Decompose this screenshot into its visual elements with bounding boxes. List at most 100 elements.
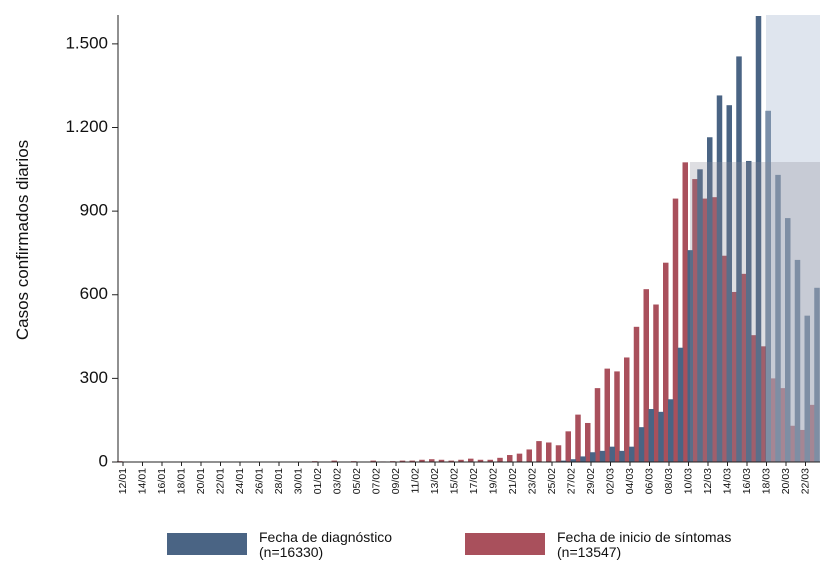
x-tick-label: 20/03 bbox=[780, 468, 792, 494]
x-tick-label: 04/03 bbox=[624, 468, 636, 494]
bar bbox=[653, 304, 659, 462]
x-tick-label: 30/01 bbox=[292, 468, 304, 494]
bar bbox=[668, 399, 674, 462]
shade-recent-diagnosis bbox=[766, 15, 820, 462]
bar bbox=[409, 460, 415, 462]
bar bbox=[487, 459, 493, 462]
bar bbox=[711, 197, 718, 462]
bar bbox=[677, 347, 684, 462]
bar bbox=[780, 388, 786, 462]
x-tick-label: 21/02 bbox=[507, 468, 519, 494]
y-tick-label: 1.500 bbox=[65, 33, 108, 52]
legend-swatch bbox=[167, 533, 247, 555]
x-tick-label: 28/01 bbox=[273, 468, 285, 494]
bar bbox=[687, 250, 693, 462]
x-tick-label: 29/02 bbox=[585, 468, 597, 494]
bar bbox=[370, 460, 376, 462]
legend-note: (n=16330) bbox=[259, 544, 323, 560]
x-tick-label: 18/03 bbox=[760, 468, 772, 494]
bar bbox=[692, 179, 698, 462]
y-tick-label: 300 bbox=[80, 368, 108, 387]
x-tick-label: 11/02 bbox=[409, 468, 421, 494]
bar bbox=[682, 162, 688, 462]
bar bbox=[609, 446, 615, 462]
bar bbox=[770, 378, 776, 462]
y-tick-label: 600 bbox=[80, 284, 108, 303]
bar bbox=[458, 459, 464, 462]
bar bbox=[399, 460, 406, 462]
bar bbox=[429, 459, 435, 462]
bar bbox=[726, 105, 732, 462]
bar bbox=[590, 452, 596, 462]
bar bbox=[516, 453, 523, 462]
bar bbox=[565, 431, 571, 462]
bar bbox=[624, 357, 630, 462]
x-tick-label: 13/02 bbox=[429, 468, 441, 494]
x-tick-label: 24/01 bbox=[234, 468, 246, 494]
shade-recent-onset bbox=[690, 162, 820, 462]
bar bbox=[697, 169, 703, 462]
x-tick-label: 08/03 bbox=[663, 468, 675, 494]
bar bbox=[789, 425, 796, 462]
x-tick-label: 10/03 bbox=[682, 468, 694, 494]
legend-note: (n=13547) bbox=[557, 544, 621, 560]
bar bbox=[794, 259, 801, 462]
bar bbox=[580, 456, 586, 462]
x-tick-label: 07/02 bbox=[370, 468, 382, 494]
bar bbox=[555, 445, 562, 462]
bar bbox=[702, 198, 708, 463]
y-tick-label: 900 bbox=[80, 201, 108, 220]
bar bbox=[755, 16, 762, 462]
bar bbox=[750, 335, 757, 462]
x-tick-label: 02/03 bbox=[604, 468, 616, 494]
bar bbox=[619, 450, 625, 462]
bar bbox=[526, 449, 532, 462]
bar bbox=[804, 315, 810, 462]
bar bbox=[536, 441, 542, 462]
bar bbox=[707, 137, 713, 462]
x-tick-label: 25/02 bbox=[546, 468, 558, 494]
x-tick-label: 14/01 bbox=[136, 468, 148, 494]
bar bbox=[633, 326, 640, 462]
bar bbox=[585, 422, 591, 462]
x-tick-label: 18/01 bbox=[175, 468, 187, 494]
x-tick-label: 17/02 bbox=[468, 468, 480, 494]
bar bbox=[736, 56, 742, 462]
y-tick-label: 0 bbox=[99, 451, 108, 470]
plot-area bbox=[117, 16, 820, 463]
bar bbox=[331, 460, 337, 462]
bar bbox=[638, 427, 645, 462]
y-tick-label: 1.200 bbox=[65, 117, 108, 136]
bar bbox=[648, 409, 654, 462]
bar bbox=[507, 455, 513, 462]
bar bbox=[594, 388, 601, 462]
bar bbox=[643, 289, 649, 462]
bar bbox=[477, 459, 484, 462]
bar bbox=[760, 346, 766, 462]
bar bbox=[809, 404, 815, 462]
bar bbox=[614, 371, 620, 462]
bar bbox=[814, 287, 820, 462]
x-tick-label: 16/03 bbox=[741, 468, 753, 494]
x-tick-label: 12/03 bbox=[702, 468, 714, 494]
bar bbox=[721, 255, 727, 462]
bar bbox=[560, 460, 567, 462]
bar bbox=[546, 442, 552, 462]
bar bbox=[497, 457, 503, 462]
bar bbox=[731, 291, 737, 462]
bar bbox=[672, 198, 679, 463]
bar bbox=[438, 459, 445, 462]
bar bbox=[599, 450, 606, 462]
x-tick-label: 12/01 bbox=[117, 468, 129, 494]
bar bbox=[799, 429, 805, 462]
x-tick-label: 05/02 bbox=[351, 468, 363, 494]
bar bbox=[575, 414, 581, 462]
y-axis-label: Casos confirmados diarios bbox=[13, 140, 32, 340]
bar bbox=[604, 368, 610, 462]
bar bbox=[419, 459, 425, 462]
bar bbox=[785, 218, 791, 462]
x-tick-label: 06/03 bbox=[643, 468, 655, 494]
x-tick-label: 09/02 bbox=[390, 468, 402, 494]
legend-label: Fecha de inicio de síntomas bbox=[557, 529, 731, 545]
